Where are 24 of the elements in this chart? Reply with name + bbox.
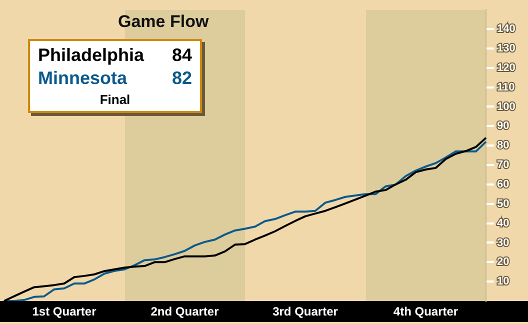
y-tick-label: 50 [497,198,510,210]
y-tick-label: 60 [497,178,510,190]
y-tick-label: 20 [497,256,510,268]
annotation: Final [98,92,132,107]
y-tick-label: 10 [497,276,510,288]
y-tick-label: 30 [497,236,510,249]
x-tick-label: 2nd Quarter [150,304,220,319]
text: Minnesota [38,67,128,90]
annotation: 84 [172,44,192,67]
annotation: 82 [172,67,192,90]
y-tick-label: 130 [497,42,516,54]
chart-title: Game Flow [118,12,209,32]
text: Philadelphia [38,44,144,67]
x-tick-label: 4th Quarter [393,304,458,319]
y-tick-label: 70 [497,159,510,172]
y-tick-label: 90 [497,120,510,132]
y-tick-label: 80 [497,140,510,152]
x-tick-label: 3rd Quarter [272,304,338,319]
y-tick-label: 40 [497,217,510,230]
y-tick-label: 100 [497,100,516,113]
y-tick-label: 110 [497,81,515,94]
x-tick-label: 1st Quarter [32,304,97,319]
y-tick-label: 140 [497,23,516,36]
y-tick-label: 120 [497,62,516,74]
